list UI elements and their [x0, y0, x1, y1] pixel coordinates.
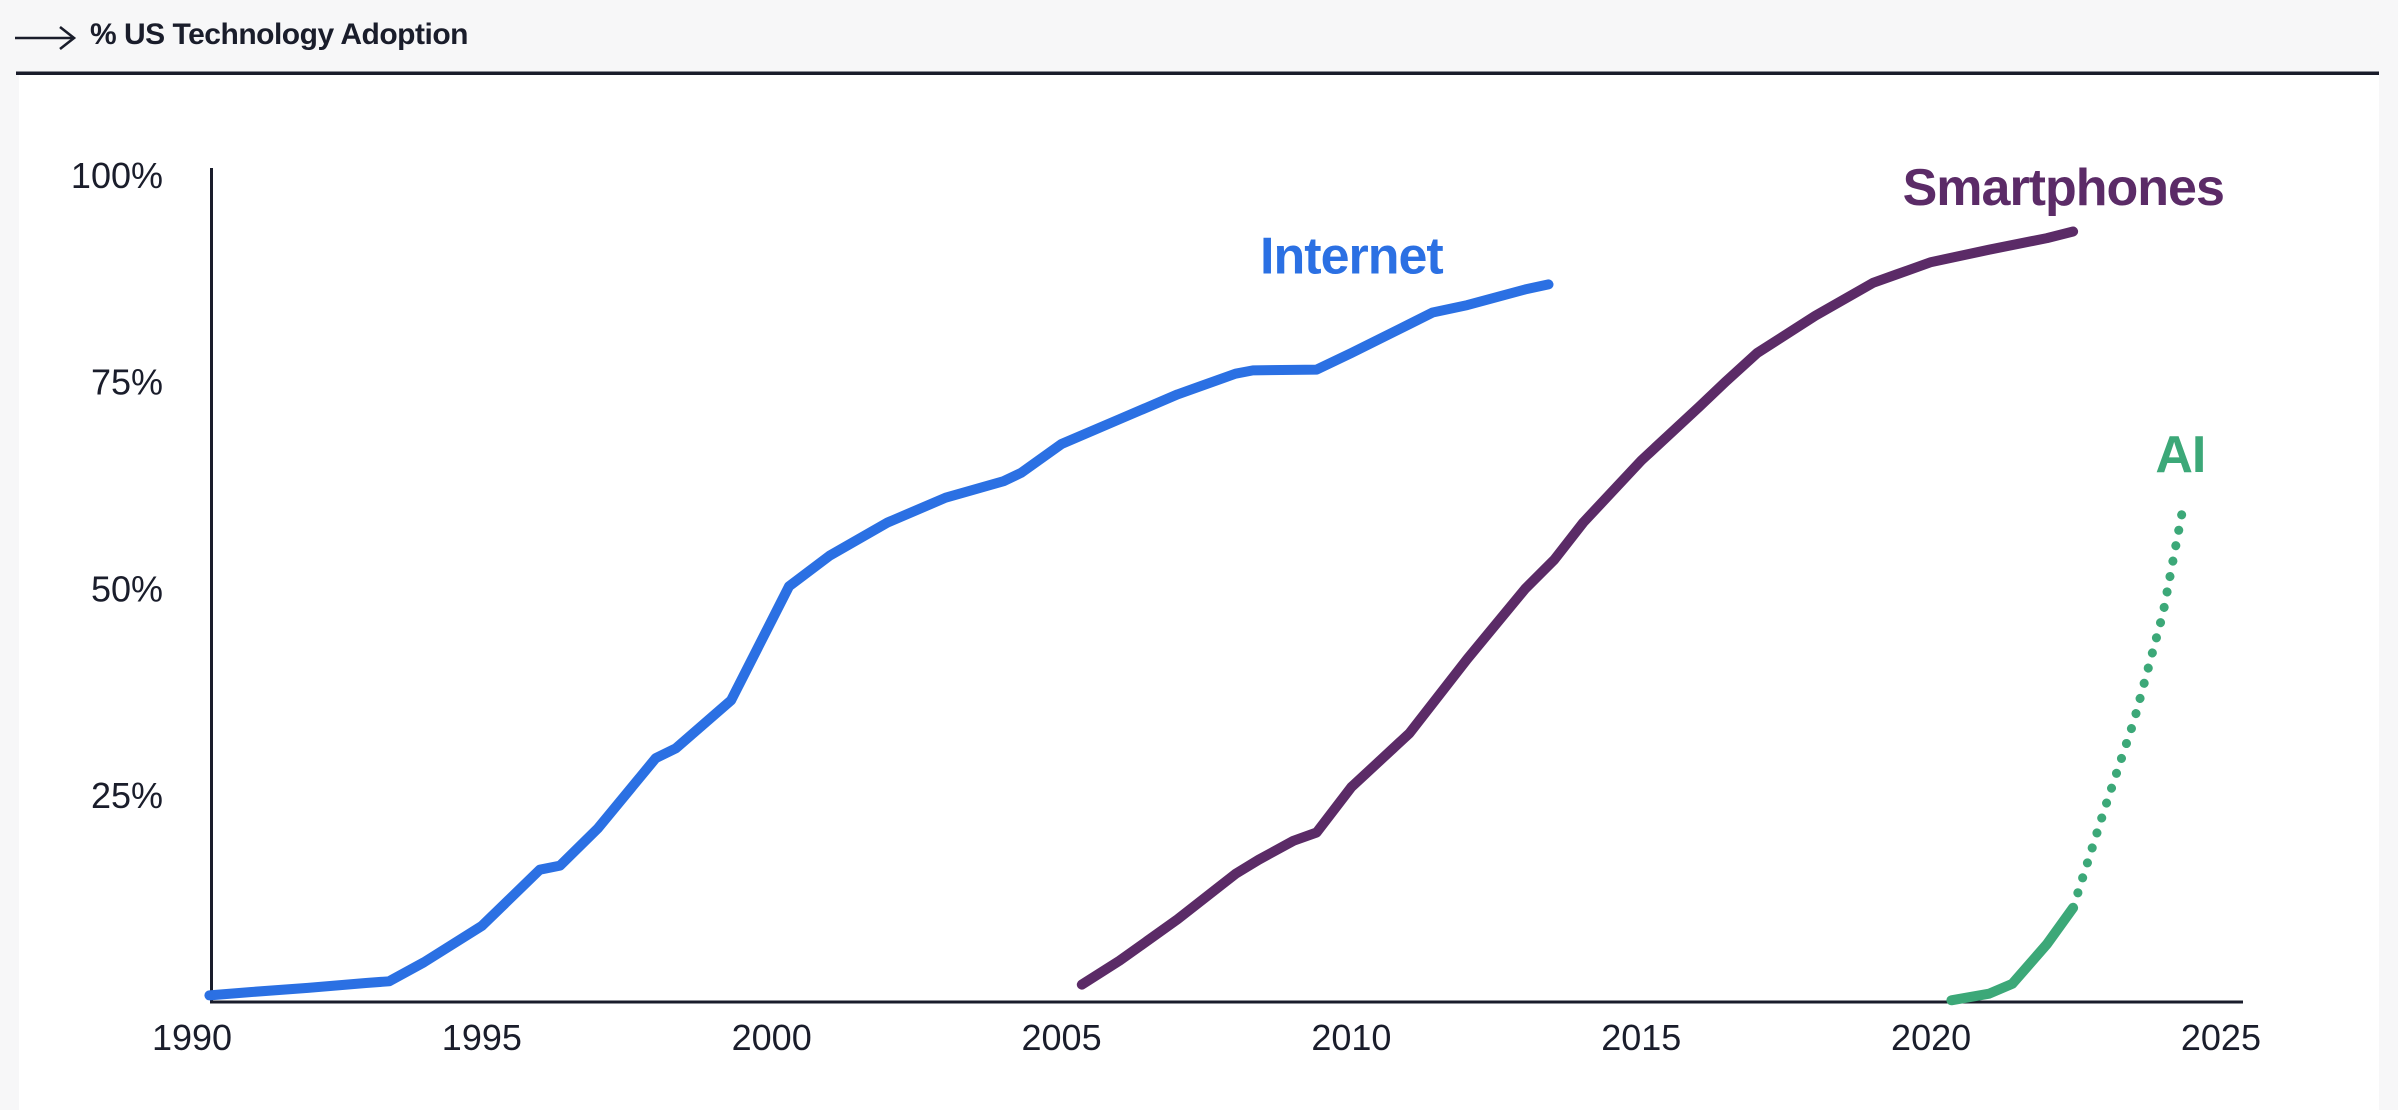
x-tick-label-2000: 2000 [732, 1017, 812, 1058]
x-tick-label-2010: 2010 [1311, 1017, 1391, 1058]
chart-plot-area: 100% 75% 50% 25% 1990 1995 2000 2005 2010 2015 202… [71, 155, 2261, 1058]
series-line-smartphones [1076, 226, 2079, 990]
page-title: % US Technology Adoption [90, 18, 468, 51]
x-tick-label-2020: 2020 [1891, 1017, 1971, 1058]
series-label-internet: Internet [1260, 228, 1443, 286]
chart-card [19, 75, 2379, 1110]
header-divider [16, 71, 2379, 75]
series-line-internet [204, 279, 1554, 1001]
y-tick-label-25: 25% [91, 775, 163, 816]
y-tick-label-75: 75% [91, 362, 163, 403]
x-tick-label-1995: 1995 [442, 1017, 522, 1058]
x-tick-label-2015: 2015 [1601, 1017, 1681, 1058]
long-right-arrow-icon [15, 25, 77, 51]
page-header: % US Technology Adoption [15, 18, 468, 51]
y-tick-label-100: 100% [71, 155, 163, 196]
x-tick-label-1990: 1990 [152, 1017, 232, 1058]
y-tick-label-50: 50% [91, 568, 163, 609]
series-label-ai: AI [2155, 426, 2205, 484]
series-line-ai-projection [2068, 501, 2188, 913]
x-tick-label-2005: 2005 [1022, 1017, 1102, 1058]
series-label-smartphones: Smartphones [1903, 159, 2224, 217]
x-tick-label-2025: 2025 [2181, 1017, 2261, 1058]
series-line-ai [1946, 902, 2079, 1006]
